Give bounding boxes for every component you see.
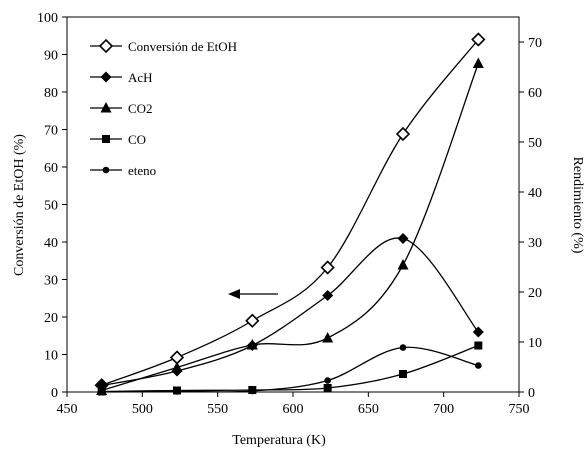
legend: Conversión de EtOH AcH CO2 CO eteno — [90, 38, 237, 178]
x-axis-label: Temperatura (K) — [232, 433, 326, 448]
x-tick-label: 600 — [283, 402, 304, 417]
arrow-head — [228, 289, 240, 299]
legend-entry: AcH — [90, 70, 153, 85]
x-tick-label: 700 — [433, 402, 454, 417]
legend-marker — [102, 166, 110, 174]
data-point — [471, 32, 486, 47]
y-left-tick-label: 60 — [44, 161, 58, 176]
series-layer — [94, 32, 486, 396]
legend-marker — [100, 102, 112, 113]
legend-label: Conversión de EtOH — [128, 39, 237, 54]
y-right-tick-label: 40 — [528, 186, 542, 201]
series-line — [101, 63, 479, 392]
x-tick-label: 650 — [358, 402, 379, 417]
legend-entry: eteno — [90, 163, 156, 178]
data-point — [472, 326, 484, 338]
y-right-tick-label: 0 — [528, 386, 535, 401]
series-eteno — [98, 344, 482, 396]
y-left-tick-label: 80 — [44, 86, 58, 101]
legend-label: AcH — [128, 70, 153, 85]
y-axis-left-label: Conversión de EtOH (%) — [12, 134, 27, 276]
data-point — [249, 387, 256, 395]
series-line — [101, 344, 479, 393]
series-line — [101, 346, 479, 393]
y-left-tick-label: 40 — [44, 236, 58, 251]
legend-label: CO — [128, 132, 146, 147]
y-right-tick-label: 70 — [528, 36, 542, 51]
x-tick-label: 750 — [509, 402, 530, 417]
legend-marker — [98, 38, 114, 54]
y-axis-right-label: Rendimiento (%) — [570, 157, 585, 254]
data-point — [395, 126, 411, 142]
left-arrow-annotation — [228, 289, 278, 299]
x-tick-label: 500 — [132, 402, 153, 417]
data-point — [397, 233, 409, 244]
data-point — [398, 370, 407, 378]
data-point — [98, 388, 105, 396]
data-point — [320, 260, 335, 275]
data-point — [245, 313, 260, 328]
y-left-tick-label: 30 — [44, 274, 58, 289]
data-point — [322, 332, 334, 343]
legend-label: CO2 — [128, 101, 153, 116]
x-tick-label: 450 — [57, 402, 78, 417]
data-point — [322, 290, 334, 301]
legend-entry: CO — [90, 132, 146, 147]
legend-entry: CO2 — [90, 101, 153, 116]
data-point — [472, 57, 484, 68]
data-point — [323, 384, 332, 392]
series-line — [101, 237, 479, 387]
y-right-tick-label: 50 — [528, 136, 542, 151]
annotations — [228, 289, 278, 299]
y-left-tick-label: 90 — [44, 49, 58, 64]
legend-entry: Conversión de EtOH — [90, 38, 237, 54]
legend-marker — [100, 71, 112, 83]
data-point — [475, 362, 482, 369]
y-right-tick-label: 30 — [528, 236, 542, 251]
data-point — [171, 361, 183, 372]
series-ach — [96, 233, 484, 391]
series-line — [101, 39, 479, 386]
data-point — [399, 344, 407, 351]
y-left-tick-label: 20 — [44, 311, 58, 326]
axes: 450 500 550 600 650 700 7500102030405060708090… — [37, 11, 542, 417]
data-point — [173, 388, 181, 395]
legend-marker — [102, 135, 110, 143]
y-left-tick-label: 100 — [37, 11, 58, 26]
y-left-tick-label: 0 — [51, 386, 58, 401]
y-right-tick-label: 10 — [528, 336, 542, 351]
y-left-tick-label: 50 — [44, 199, 58, 214]
data-point — [397, 259, 409, 270]
y-right-tick-label: 60 — [528, 86, 542, 101]
data-point — [474, 341, 483, 350]
legend-label: eteno — [128, 163, 156, 178]
x-tick-label: 550 — [207, 402, 228, 417]
y-right-tick-label: 20 — [528, 286, 542, 301]
data-point — [324, 377, 331, 384]
y-left-tick-label: 70 — [44, 124, 58, 139]
series-co2 — [96, 57, 484, 395]
y-left-tick-label: 10 — [44, 349, 58, 364]
data-point — [246, 339, 258, 350]
